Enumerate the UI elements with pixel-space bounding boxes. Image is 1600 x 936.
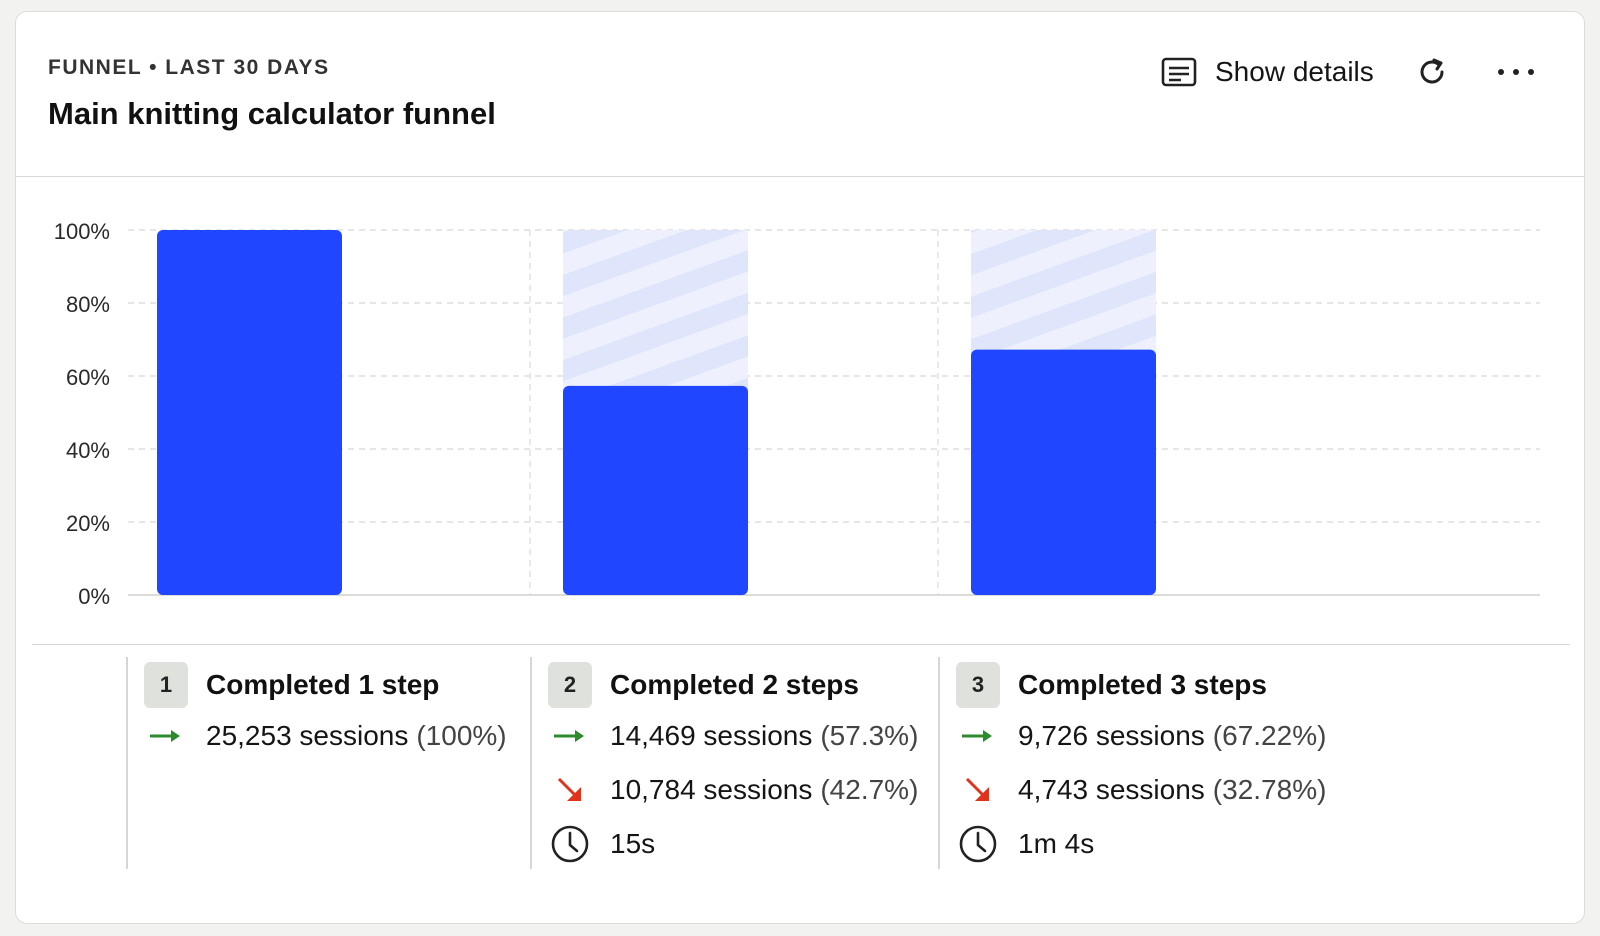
dropped-percent: (42.7%): [820, 774, 919, 805]
arrow-down-right-icon: [557, 777, 581, 801]
chart-steps-divider: [32, 644, 1570, 645]
continued-sessions: 25,253 sessions: [206, 720, 409, 751]
dropoff-bar: [563, 230, 748, 392]
continued-sessions: 14,469 sessions: [610, 720, 813, 751]
arrow-down-right-icon: [965, 777, 989, 801]
show-details-button[interactable]: Show details: [1161, 50, 1374, 94]
dropped-row: 4,743 sessions (32.78%): [956, 763, 1348, 817]
dropped-sessions: 4,743 sessions: [1018, 774, 1205, 805]
dropped-row: 10,784 sessions (42.7%): [548, 763, 940, 817]
continued-row: 14,469 sessions (57.3%): [548, 709, 940, 763]
continued-percent: (57.3%): [820, 720, 919, 751]
time-row: 15s: [548, 817, 940, 871]
continued-sessions: 9,726 sessions: [1018, 720, 1205, 751]
funnel-steps: 1 Completed 1 step 25,253 sessions (100%…: [16, 657, 1584, 897]
y-tick-label: 80%: [66, 292, 110, 317]
step-label: Completed 3 steps: [1018, 669, 1267, 700]
show-details-label: Show details: [1215, 56, 1374, 87]
y-tick-label: 40%: [66, 438, 110, 463]
arrow-right-icon: [150, 730, 180, 742]
funnel-bar[interactable]: [157, 230, 342, 595]
y-tick-label: 60%: [66, 365, 110, 390]
dropped-percent: (32.78%): [1212, 774, 1327, 805]
step-column-1: 1 Completed 1 step 25,253 sessions (100%…: [126, 657, 536, 869]
y-tick-label: 0%: [78, 584, 110, 609]
clock-icon: [959, 825, 997, 863]
time-value: 1m 4s: [1018, 828, 1095, 859]
refresh-icon: [1420, 58, 1444, 84]
funnel-chart-svg: 0% 20% 40% 60% 80% 100%: [54, 219, 1540, 609]
funnel-bar[interactable]: [563, 385, 748, 595]
arrow-right-icon: [554, 730, 584, 742]
step-number-badge: 2: [548, 662, 592, 708]
time-value: 15s: [610, 828, 656, 859]
continued-percent: (100%): [416, 720, 507, 751]
dropoff-bar: [971, 230, 1156, 356]
continued-row: 9,726 sessions (67.22%): [956, 709, 1348, 763]
step-number-badge: 3: [956, 662, 1000, 708]
funnel-chart: 0% 20% 40% 60% 80% 100%: [16, 176, 1584, 656]
list-card-icon: [1161, 57, 1197, 87]
continued-row: 25,253 sessions (100%): [144, 709, 536, 763]
step-column-3: 3 Completed 3 steps 9,726 sessions (67.2…: [938, 657, 1348, 869]
clock-icon: [551, 825, 589, 863]
arrow-right-icon: [962, 730, 992, 742]
refresh-button[interactable]: [1410, 50, 1454, 94]
card-header: FUNNEL • LAST 30 DAYS Main knitting calc…: [16, 12, 1584, 177]
more-horizontal-icon: [1498, 69, 1534, 75]
step-number-badge: 1: [144, 662, 188, 708]
card-title: Main knitting calculator funnel: [48, 96, 496, 131]
step-label: Completed 1 step: [206, 669, 440, 700]
more-options-button[interactable]: [1492, 50, 1540, 94]
y-tick-label: 100%: [54, 219, 110, 244]
time-row: 1m 4s: [956, 817, 1348, 871]
continued-percent: (67.22%): [1212, 720, 1327, 751]
step-label: Completed 2 steps: [610, 669, 859, 700]
y-tick-label: 20%: [66, 511, 110, 536]
funnel-card: FUNNEL • LAST 30 DAYS Main knitting calc…: [15, 11, 1585, 924]
funnel-bar[interactable]: [971, 349, 1156, 595]
step-column-2: 2 Completed 2 steps 14,469 sessions (57.…: [530, 657, 940, 869]
card-eyebrow: FUNNEL • LAST 30 DAYS: [48, 56, 330, 79]
dropped-sessions: 10,784 sessions: [610, 774, 813, 805]
